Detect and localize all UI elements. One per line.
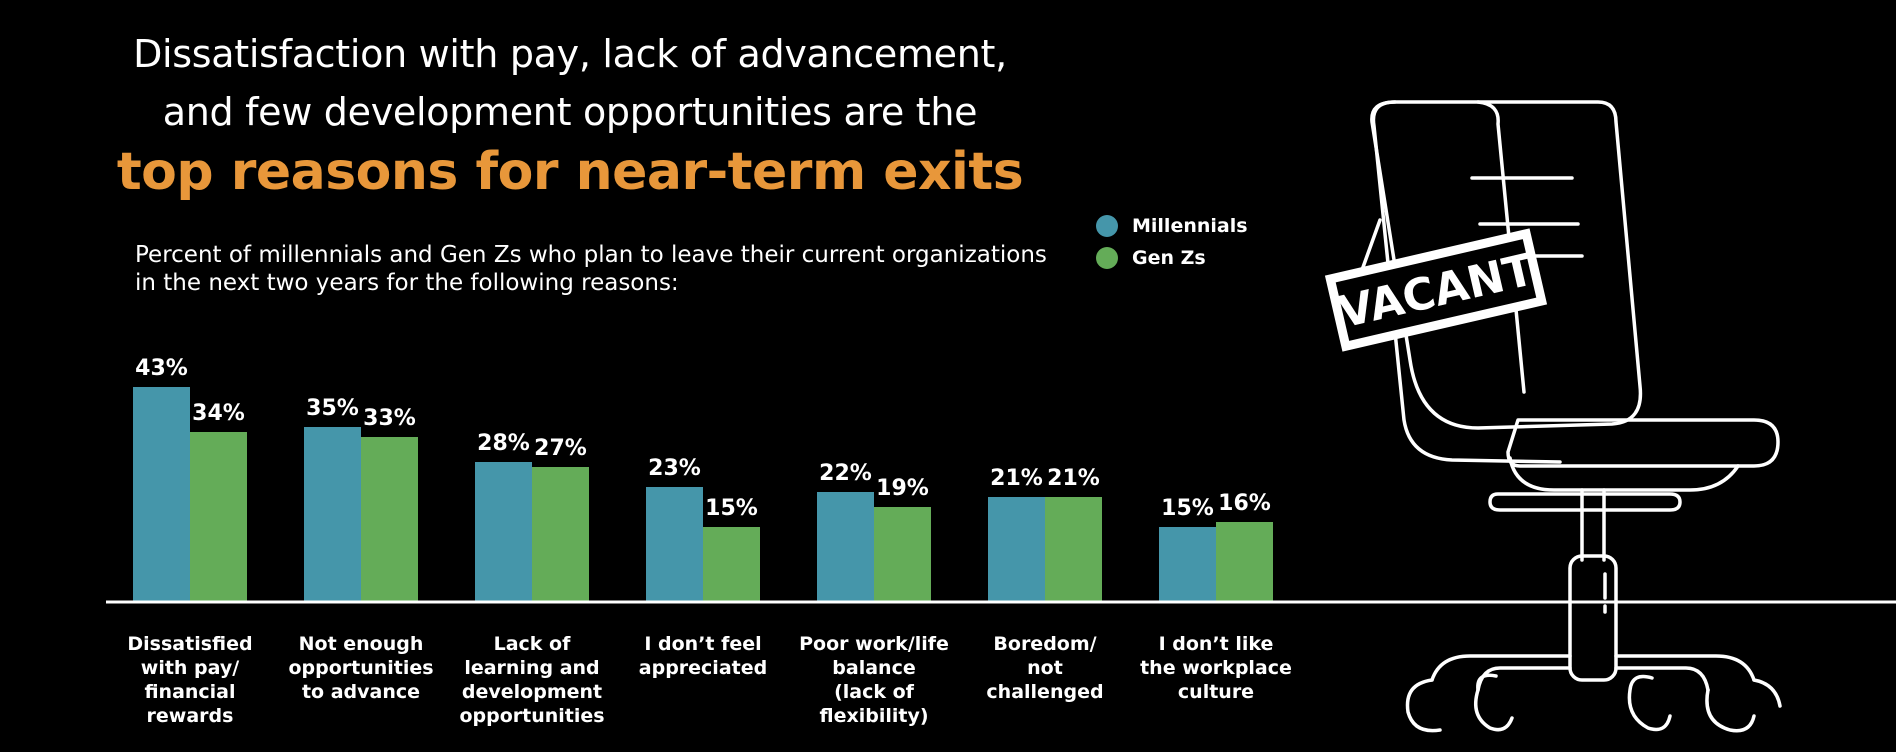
category-label: Lack of learning and development opportu… <box>459 633 605 727</box>
data-label-genz: 27% <box>534 436 587 461</box>
bar-genz <box>874 507 931 602</box>
bar-millennials <box>475 462 532 602</box>
legend-label-genz: Gen Zs <box>1132 247 1206 269</box>
bar-genz <box>1216 522 1273 602</box>
chair-base <box>1430 654 1756 692</box>
chair-gas-lift <box>1568 554 1618 682</box>
category-label: I don’t feel appreciated <box>638 633 768 679</box>
data-label-millennials: 22% <box>819 461 872 486</box>
vacant-sign: VACANT <box>1324 228 1548 352</box>
data-label-genz: 19% <box>876 476 929 501</box>
bar-millennials <box>988 497 1045 602</box>
chair-back-fold <box>1476 100 1526 394</box>
page-title-line-2: and few development opportunities are th… <box>162 90 978 134</box>
bar-millennials <box>646 487 703 602</box>
chair-caster-right-inner <box>1627 674 1672 732</box>
bar-genz <box>532 467 589 602</box>
legend-item-millennials: Millennials <box>1096 215 1248 237</box>
data-label-millennials: 35% <box>306 396 359 421</box>
category-label: Dissatisfied with pay/ financial rewards <box>127 633 253 727</box>
bar-genz <box>703 527 760 602</box>
vacant-sign-face <box>1335 239 1537 341</box>
data-label-millennials: 23% <box>648 456 701 481</box>
chair-column <box>1580 488 1606 562</box>
data-label-genz: 21% <box>1047 466 1100 491</box>
chair-back-side <box>1371 100 1562 464</box>
data-label-millennials: 21% <box>990 466 1043 491</box>
data-label-millennials: 15% <box>1161 496 1214 521</box>
bar-genz <box>361 437 418 602</box>
data-label-millennials: 43% <box>135 356 188 381</box>
bar-genz <box>1045 497 1102 602</box>
legend-label-millennials: Millennials <box>1132 215 1248 237</box>
data-label-genz: 34% <box>192 401 245 426</box>
data-label-genz: 16% <box>1218 491 1271 516</box>
bar-millennials <box>1159 527 1216 602</box>
data-label-millennials: 28% <box>477 431 530 456</box>
category-label: I don’t like the workplace culture <box>1140 633 1292 703</box>
legend-swatch-millennials <box>1096 215 1118 237</box>
chair-armrest <box>1488 492 1682 512</box>
bar-millennials <box>817 492 874 602</box>
bar-millennials <box>304 427 361 602</box>
chair-seat-under <box>1508 456 1740 492</box>
bar-millennials <box>133 387 190 602</box>
chair-caster-right-outer <box>1705 678 1782 733</box>
page-title-line-1: Dissatisfaction with pay, lack of advanc… <box>133 32 1007 76</box>
chair-caster-left-outer <box>1405 678 1442 733</box>
category-label: Boredom/ not challenged <box>986 633 1104 703</box>
category-label: Not enough opportunities to advance <box>288 633 434 703</box>
chair-caster-left-inner <box>1474 673 1514 732</box>
bar-genz <box>190 432 247 602</box>
category-label: Poor work/life balance (lack of flexibil… <box>799 633 949 727</box>
chart-subtitle-line-1: Percent of millennials and Gen Zs who pl… <box>135 242 1047 268</box>
sign-string <box>1360 218 1382 272</box>
page-title-highlight: top reasons for near-term exits <box>116 142 1024 202</box>
vacant-chair-illustration <box>1360 100 1782 733</box>
data-label-genz: 33% <box>363 406 416 431</box>
chart-subtitle-line-2: in the next two years for the following … <box>135 270 679 296</box>
legend-swatch-genz <box>1096 247 1118 269</box>
data-label-genz: 15% <box>705 496 758 521</box>
legend-item-genz: Gen Zs <box>1096 247 1206 269</box>
